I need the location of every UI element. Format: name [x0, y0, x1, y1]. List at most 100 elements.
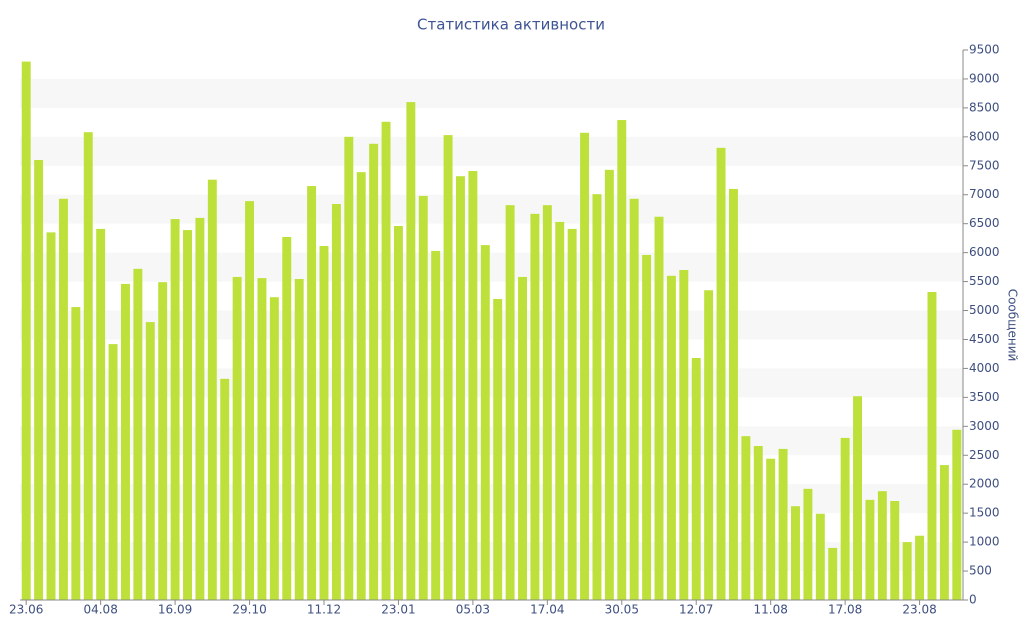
bar	[319, 245, 329, 600]
y-tick-label: 5500	[969, 274, 1000, 288]
bar	[766, 458, 776, 600]
bar	[803, 488, 813, 600]
bar	[418, 195, 428, 601]
y-tick-label: 6500	[969, 216, 1000, 230]
bar	[716, 147, 726, 600]
bar	[939, 465, 949, 600]
bar	[927, 292, 937, 600]
bar	[840, 437, 850, 600]
bar	[232, 276, 242, 600]
x-tick-label: 23.06	[9, 603, 43, 617]
y-tick-label: 7500	[969, 158, 1000, 172]
chart-title: Статистика активности	[417, 16, 605, 34]
y-tick-label: 9500	[969, 43, 1000, 57]
bar	[542, 205, 552, 600]
bar	[480, 245, 490, 600]
y-tick-label: 1000	[969, 535, 1000, 549]
bar	[791, 506, 800, 600]
bar	[331, 204, 341, 600]
bar	[691, 358, 701, 600]
bar	[269, 297, 279, 600]
bar	[567, 228, 577, 601]
y-axis-title: Сообщений	[1006, 289, 1020, 362]
x-tick-label: 23.08	[902, 603, 936, 617]
bar	[456, 176, 465, 601]
grid-band	[20, 252, 963, 282]
bar	[96, 228, 106, 601]
bar	[815, 513, 825, 600]
bar	[158, 282, 168, 600]
y-tick-label: 5000	[969, 303, 1000, 317]
bar	[257, 278, 267, 600]
bar	[604, 169, 614, 600]
bar	[195, 217, 205, 601]
bar	[877, 491, 887, 600]
bar	[828, 547, 838, 600]
x-tick-label: 11.12	[307, 603, 341, 617]
bar	[592, 194, 602, 600]
bar	[381, 121, 391, 600]
bar	[344, 136, 354, 600]
x-tick-label: 05.03	[456, 603, 490, 617]
x-tick-label: 30.05	[605, 603, 639, 617]
bar	[666, 275, 676, 600]
bar	[369, 143, 379, 600]
bar	[753, 446, 763, 600]
bar	[108, 344, 118, 600]
x-tick-label: 11.08	[753, 603, 787, 617]
y-tick-label: 3500	[969, 390, 1000, 404]
bar	[183, 230, 192, 601]
bar	[34, 160, 44, 600]
bar	[617, 120, 627, 600]
bar	[642, 254, 652, 600]
bar	[518, 276, 527, 600]
bar	[679, 270, 689, 600]
bar	[133, 268, 143, 600]
y-tick-label: 1500	[969, 506, 1000, 520]
bar	[555, 221, 565, 600]
bar	[778, 448, 788, 600]
bar	[220, 378, 230, 600]
bar	[443, 135, 453, 600]
y-tick-label: 8500	[969, 100, 1000, 114]
bar	[629, 198, 639, 600]
bar	[431, 250, 441, 601]
bar	[952, 429, 962, 600]
y-tick-label: 9000	[969, 71, 1000, 85]
grid-band	[20, 136, 963, 166]
bar	[207, 179, 217, 600]
bar	[145, 322, 155, 600]
bar	[741, 436, 751, 600]
y-tick-label: 0	[969, 593, 977, 607]
bar	[83, 132, 93, 601]
bar	[915, 535, 925, 600]
bar	[468, 171, 478, 600]
y-tick-label: 4000	[969, 361, 1000, 375]
bar	[654, 216, 664, 600]
bar	[356, 172, 366, 600]
bar	[704, 290, 714, 600]
bar	[170, 219, 180, 601]
x-tick-label: 23.01	[381, 603, 415, 617]
y-tick-label: 4500	[969, 332, 1000, 346]
bar	[21, 61, 31, 600]
bar	[121, 283, 130, 600]
y-tick-label: 6000	[969, 245, 1000, 259]
bar	[728, 188, 738, 600]
bar	[865, 499, 875, 600]
bar	[406, 102, 416, 601]
bar	[294, 278, 304, 600]
x-tick-label: 04.08	[83, 603, 117, 617]
bar	[505, 205, 515, 600]
y-tick-label: 500	[969, 564, 992, 578]
x-tick-label: 17.08	[828, 603, 862, 617]
x-tick-label: 17.04	[530, 603, 564, 617]
y-tick-label: 7000	[969, 187, 1000, 201]
x-tick-label: 29.10	[232, 603, 266, 617]
x-tick-label: 16.09	[158, 603, 192, 617]
bar	[902, 542, 912, 600]
bar	[530, 213, 540, 600]
y-tick-label: 2000	[969, 477, 1000, 491]
bar	[493, 298, 503, 600]
